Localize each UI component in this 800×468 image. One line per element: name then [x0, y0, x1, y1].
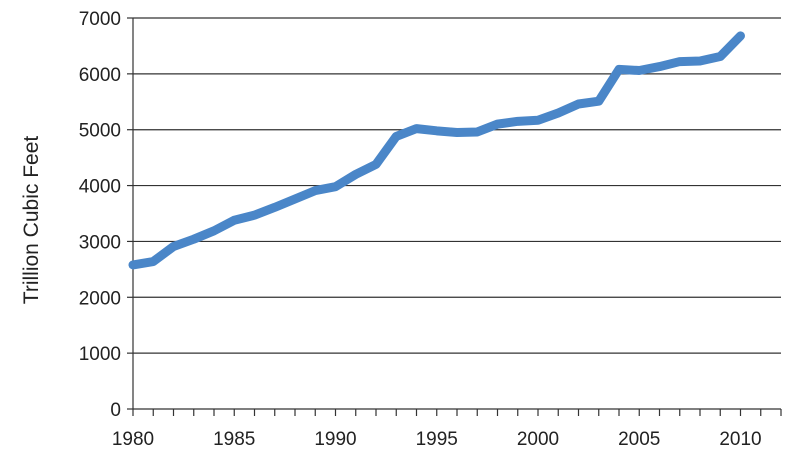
- x-tick-label: 1990: [314, 429, 356, 450]
- y-tick-label: 0: [110, 400, 121, 421]
- axes: [132, 18, 781, 410]
- y-tick-label: 2000: [79, 288, 121, 309]
- y-tick-label: 6000: [79, 65, 121, 86]
- y-tick-label: 3000: [79, 232, 121, 253]
- tick-labels: 0 1000 2000 3000 4000 5000 6000 7000 1980 1985 199…: [79, 9, 782, 450]
- x-tick-label: 1985: [213, 429, 255, 450]
- x-tick-label: 2005: [618, 429, 660, 450]
- y-tick-label: 1000: [79, 344, 121, 365]
- x-tick-label: 2010: [719, 429, 761, 450]
- y-tick-label: 5000: [79, 121, 121, 142]
- x-tick-label: 1995: [416, 429, 458, 450]
- y-tick-label: 7000: [79, 9, 121, 30]
- x-tick-label: 1980: [112, 429, 154, 450]
- y-tick-label: 4000: [79, 177, 121, 198]
- gridlines: [133, 17, 781, 354]
- series-line: [128, 31, 745, 270]
- series: [128, 31, 745, 270]
- y-axis-title: Trillion Cubic Feet: [20, 136, 43, 305]
- x-tick-label: 2000: [517, 429, 559, 450]
